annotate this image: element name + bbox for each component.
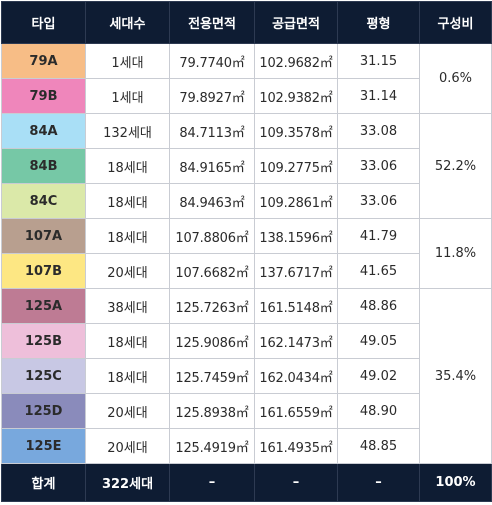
pyeong-cell: 33.06 xyxy=(337,148,420,184)
supply-area-cell: 161.5148㎡ xyxy=(254,288,338,324)
units-cell: 1세대 xyxy=(85,78,170,114)
exclusive-area-cell: 107.8806㎡ xyxy=(169,218,255,254)
supply-area-cell: 161.4935㎡ xyxy=(254,428,338,464)
type-cell: 125D xyxy=(1,393,86,429)
units-cell: 38세대 xyxy=(85,288,170,324)
supply-area-cell: 138.1596㎡ xyxy=(254,218,338,254)
header-pyeong: 평형 xyxy=(337,1,420,44)
supply-area-cell: 162.1473㎡ xyxy=(254,323,338,359)
table-row: 84A 132세대 84.7113㎡ 109.3578㎡ 33.08 52.2% xyxy=(1,113,492,219)
ratio-cell-79: 0.6% xyxy=(419,43,492,114)
header-row: 타입 세대수 전용면적 공급면적 평형 구성비 xyxy=(1,1,492,44)
pyeong-cell: 33.06 xyxy=(337,183,420,219)
type-cell: 84B xyxy=(1,148,86,184)
supply-area-cell: 109.3578㎡ xyxy=(254,113,338,149)
pyeong-cell: 31.14 xyxy=(337,78,420,114)
table-row: 79B 1세대 79.8927㎡ 102.9382㎡ 31.14 xyxy=(1,78,492,114)
type-cell: 84A xyxy=(1,113,86,149)
table-header: 타입 세대수 전용면적 공급면적 평형 구성비 xyxy=(1,1,492,44)
units-cell: 18세대 xyxy=(85,323,170,359)
units-cell: 132세대 xyxy=(85,113,170,149)
total-exclusive-area: – xyxy=(169,463,255,502)
pyeong-cell: 41.65 xyxy=(337,253,420,289)
supply-area-cell: 109.2861㎡ xyxy=(254,183,338,219)
type-cell: 125E xyxy=(1,428,86,464)
exclusive-area-cell: 125.7459㎡ xyxy=(169,358,255,394)
exclusive-area-cell: 79.7740㎡ xyxy=(169,43,255,79)
header-exclusive-area: 전용면적 xyxy=(169,1,255,44)
header-type: 타입 xyxy=(1,1,86,44)
units-cell: 18세대 xyxy=(85,148,170,184)
supply-area-cell: 109.2775㎡ xyxy=(254,148,338,184)
units-cell: 18세대 xyxy=(85,218,170,254)
type-cell: 107A xyxy=(1,218,86,254)
supply-area-cell: 102.9382㎡ xyxy=(254,78,338,114)
pyeong-cell: 33.08 xyxy=(337,113,420,149)
units-cell: 20세대 xyxy=(85,253,170,289)
units-cell: 1세대 xyxy=(85,43,170,79)
type-cell: 107B xyxy=(1,253,86,289)
table-row: 107A 18세대 107.8806㎡ 138.1596㎡ 41.79 11.8… xyxy=(1,218,492,289)
header-supply-area: 공급면적 xyxy=(254,1,338,44)
exclusive-area-cell: 125.4919㎡ xyxy=(169,428,255,464)
exclusive-area-cell: 125.8938㎡ xyxy=(169,393,255,429)
exclusive-area-cell: 125.9086㎡ xyxy=(169,323,255,359)
type-cell: 125C xyxy=(1,358,86,394)
total-ratio: 100% xyxy=(419,463,492,502)
type-cell: 79A xyxy=(1,43,86,79)
type-cell: 79B xyxy=(1,78,86,114)
type-cell: 84C xyxy=(1,183,86,219)
exclusive-area-cell: 84.9165㎡ xyxy=(169,148,255,184)
supply-area-cell: 102.9682㎡ xyxy=(254,43,338,79)
table-row: 125C 18세대 125.7459㎡ 162.0434㎡ 49.02 xyxy=(1,358,492,394)
supply-area-cell: 162.0434㎡ xyxy=(254,358,338,394)
pyeong-cell: 49.05 xyxy=(337,323,420,359)
table-row: 125E 20세대 125.4919㎡ 161.4935㎡ 48.85 xyxy=(1,428,492,464)
units-cell: 18세대 xyxy=(85,183,170,219)
header-units: 세대수 xyxy=(85,1,170,44)
table-row: 125D 20세대 125.8938㎡ 161.6559㎡ 48.90 xyxy=(1,393,492,429)
table-row: 125B 18세대 125.9086㎡ 162.1473㎡ 49.05 xyxy=(1,323,492,359)
table-row: 125A 38세대 125.7263㎡ 161.5148㎡ 48.86 35.4… xyxy=(1,288,492,464)
supply-area-cell: 161.6559㎡ xyxy=(254,393,338,429)
exclusive-area-cell: 79.8927㎡ xyxy=(169,78,255,114)
units-cell: 20세대 xyxy=(85,393,170,429)
exclusive-area-cell: 84.9463㎡ xyxy=(169,183,255,219)
exclusive-area-cell: 107.6682㎡ xyxy=(169,253,255,289)
total-units: 322세대 xyxy=(85,463,170,502)
total-label: 합계 xyxy=(1,463,86,502)
table-row: 107B 20세대 107.6682㎡ 137.6717㎡ 41.65 xyxy=(1,253,492,289)
table-body: 79A 1세대 79.7740㎡ 102.9682㎡ 31.15 0.6% 79… xyxy=(1,43,492,464)
table-row: 79A 1세대 79.7740㎡ 102.9682㎡ 31.15 0.6% xyxy=(1,43,492,114)
pyeong-cell: 49.02 xyxy=(337,358,420,394)
supply-area-cell: 137.6717㎡ xyxy=(254,253,338,289)
ratio-cell-84: 52.2% xyxy=(419,113,492,219)
type-cell: 125A xyxy=(1,288,86,324)
type-cell: 125B xyxy=(1,323,86,359)
header-ratio: 구성비 xyxy=(419,1,492,44)
table-footer: 합계 322세대 – – – 100% xyxy=(1,463,492,502)
pyeong-cell: 31.15 xyxy=(337,43,420,79)
pyeong-cell: 48.86 xyxy=(337,288,420,324)
units-cell: 20세대 xyxy=(85,428,170,464)
units-cell: 18세대 xyxy=(85,358,170,394)
table-row: 84B 18세대 84.9165㎡ 109.2775㎡ 33.06 xyxy=(1,148,492,184)
exclusive-area-cell: 125.7263㎡ xyxy=(169,288,255,324)
pyeong-cell: 48.90 xyxy=(337,393,420,429)
total-row: 합계 322세대 – – – 100% xyxy=(1,463,492,502)
ratio-cell-107: 11.8% xyxy=(419,218,492,289)
ratio-cell-125: 35.4% xyxy=(419,288,492,464)
pyeong-cell: 41.79 xyxy=(337,218,420,254)
pyeong-cell: 48.85 xyxy=(337,428,420,464)
total-supply-area: – xyxy=(254,463,338,502)
table-row: 84C 18세대 84.9463㎡ 109.2861㎡ 33.06 xyxy=(1,183,492,219)
exclusive-area-cell: 84.7113㎡ xyxy=(169,113,255,149)
total-pyeong: – xyxy=(337,463,420,502)
